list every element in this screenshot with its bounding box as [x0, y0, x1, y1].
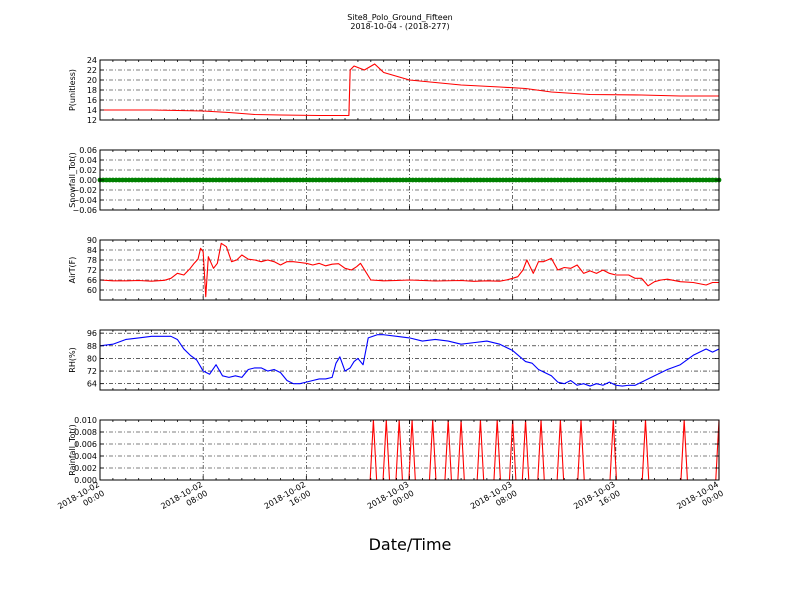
y-tick-label: 0.004	[74, 452, 97, 461]
y-tick-label: 0.006	[74, 440, 97, 449]
y-tick-label: 0.00	[79, 176, 97, 185]
figure-subtitle: 2018-10-04 - (2018-277)	[350, 22, 449, 31]
y-tick-label: 14	[87, 106, 97, 115]
y-tick-label: 16	[87, 96, 97, 105]
series-line-1	[100, 63, 719, 117]
series-line-3	[99, 242, 719, 298]
y-tick-label: 78	[87, 256, 97, 265]
y-tick-label: 64	[87, 380, 97, 389]
y-tick-label: 80	[87, 354, 97, 363]
y-tick-label: 0.002	[74, 464, 97, 473]
y-axis-label-3: AirT(F)	[68, 257, 77, 284]
y-tick-label: 0.008	[74, 428, 97, 437]
y-axis-label-2: Snowfall_Tot()	[68, 152, 77, 208]
panel-5: 0.000 0.002 0.004 0.006 0.008 0.010Rainfall_T…	[68, 416, 720, 485]
y-tick-label: 90	[87, 236, 97, 245]
y-tick-label: −0.04	[72, 196, 97, 205]
series-line-4	[99, 334, 720, 387]
y-tick-label: 0.000	[74, 476, 97, 485]
y-tick-label: 72	[87, 266, 97, 275]
y-tick-label: 20	[87, 76, 97, 85]
y-axis-label-1: P(unitless)	[68, 69, 77, 111]
y-tick-label: 84	[87, 246, 97, 255]
y-tick-label: 66	[87, 276, 97, 285]
y-tick-label: 88	[87, 342, 97, 351]
y-tick-label: 0.02	[79, 166, 97, 175]
panel-4: 64 72 80 88 96 RH(%)	[68, 329, 720, 391]
y-tick-label: −0.02	[72, 186, 97, 195]
y-tick-label: 24	[87, 56, 97, 65]
y-tick-label: 0.010	[74, 416, 97, 425]
x-axis-label: Date/Time	[369, 535, 452, 554]
y-axis-label-5: Rainfall_Tot()	[68, 424, 77, 476]
y-tick-label: 60	[87, 286, 97, 295]
y-tick-label: 0.04	[79, 156, 97, 165]
y-tick-label: 96	[87, 329, 97, 338]
y-tick-label: −0.06	[72, 206, 97, 215]
y-axis-label-4: RH(%)	[68, 347, 77, 372]
panel-2: −0.06−0.04−0.020.000.020.040.06Snowfall_…	[68, 146, 722, 215]
y-tick-label: 72	[87, 367, 97, 376]
y-tick-label: 0.06	[79, 146, 97, 155]
y-tick-label: 22	[87, 66, 97, 75]
figure-title: Site8_Polo_Ground_Fifteen	[347, 13, 452, 22]
y-tick-label: 18	[87, 86, 97, 95]
y-tick-label: 12	[87, 116, 97, 125]
